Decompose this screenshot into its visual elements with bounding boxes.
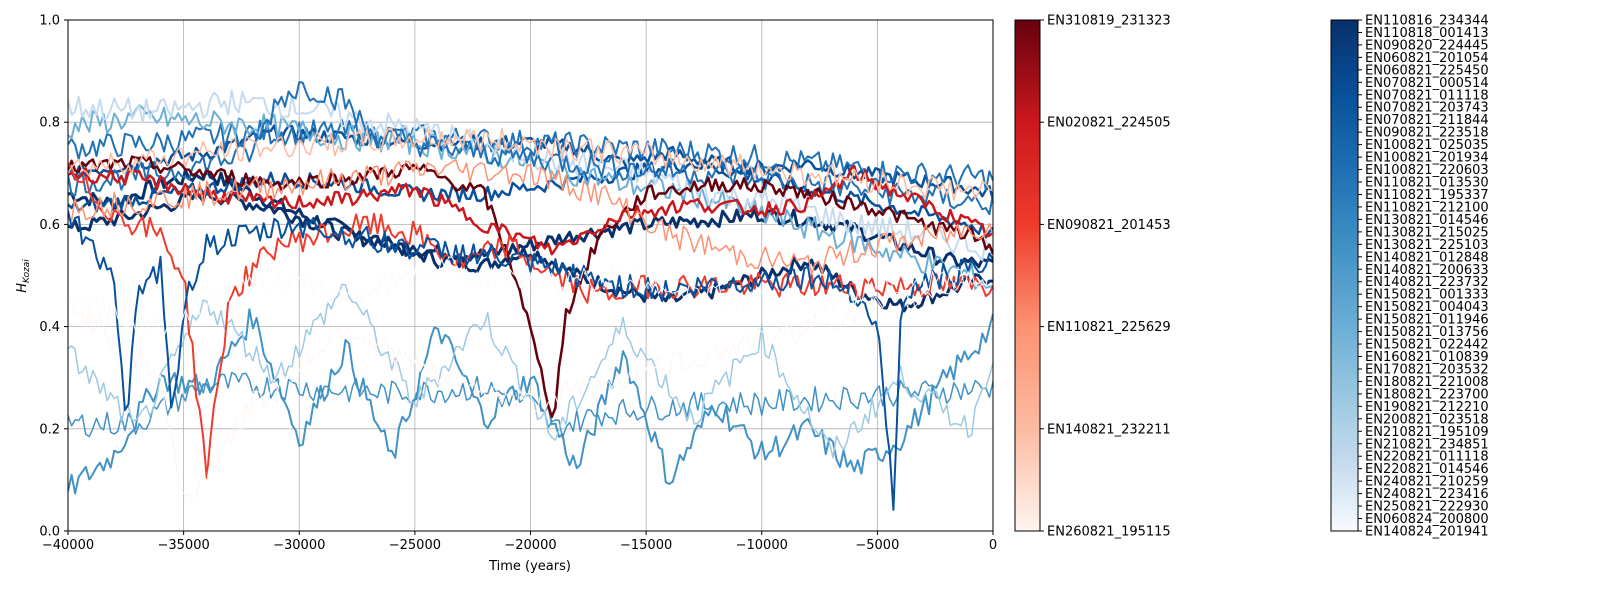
x-tick-label: −10000 [736,538,788,553]
colorbar-tick-label: EN140821_012848 [1365,250,1489,265]
colorbar-tick-label: EN140821_200633 [1365,263,1489,278]
colorbar-tick-label: EN110821_212100 [1365,200,1489,215]
colorbar-reds [1014,19,1041,532]
colorbar-tick-label: EN140821_223732 [1365,275,1489,290]
colorbar-tick-label: EN090820_224445 [1365,38,1489,53]
colorbar-tick-label: EN110816_234344 [1365,14,1489,29]
x-tick-label: −40000 [42,538,94,553]
colorbar-tick-label: EN070821_000514 [1365,76,1489,91]
colorbar-tick-label: EN090821_223518 [1365,126,1489,141]
y-axis: 0.0 0.2 0.4 0.6 0.8 1.0 [39,14,68,540]
y-axis-title: HKozai [15,259,32,293]
colorbar-tick-label: EN190821_212210 [1365,400,1489,415]
colorbar-tick-label: EN150821_013756 [1365,325,1489,340]
colorbar-tick-label: EN210821_195109 [1365,425,1489,440]
colorbar-tick-label: EN210821_234851 [1365,437,1489,452]
series-line-12 [68,164,993,256]
x-tick-label: 0 [989,538,997,553]
x-axis-title: Time (years) [488,559,571,574]
series-line-16 [68,270,993,501]
series-line-13 [68,162,993,480]
x-axis: −40000 −35000 −30000 −25000 −20000 −15000 −100… [42,531,997,553]
series-line-17 [68,210,993,511]
y-axis-title-sub: Kozai [22,259,32,283]
x-tick-label: −15000 [620,538,672,553]
y-tick-label: 1.0 [39,14,60,29]
series-line-7 [68,104,993,290]
colorbar-tick-label: EN150821_004043 [1365,300,1489,315]
colorbar-tick-label: EN070821_203743 [1365,101,1489,116]
x-tick-label: −20000 [504,538,556,553]
colorbar-tick-label: EN240821_223416 [1365,487,1489,502]
grid-lines [68,20,993,531]
colorbar-tick-label: EN110818_001413 [1365,26,1489,41]
y-tick-label: 0.6 [39,218,60,233]
y-axis-title-main: H [15,283,30,293]
x-tick-label: −35000 [158,538,210,553]
colorbar-tick-label: EN150821_022442 [1365,338,1489,353]
colorbar-tick-label: EN250821_222930 [1365,500,1489,515]
colorbar-tick-label: EN110821_225629 [1047,320,1171,335]
colorbar-tick-label: EN070821_211844 [1365,113,1489,128]
series-line-14 [68,159,993,275]
colorbar-tick-label: EN090821_201453 [1047,218,1171,233]
x-tick-label: −30000 [273,538,325,553]
colorbar-tick-label: EN220821_014546 [1365,462,1489,477]
x-tick-label: −25000 [389,538,441,553]
colorbar-blues-ticks: EN110816_234344EN110818_001413EN090820_2… [1358,14,1489,540]
colorbar-tick-label: EN060821_225450 [1365,63,1489,78]
colorbar-tick-label: EN200821_023518 [1365,412,1489,427]
colorbar-tick-label: EN110821_013530 [1365,176,1489,191]
series-line-3 [68,118,993,192]
colorbar-tick-label: EN130821_014546 [1365,213,1489,228]
colorbar-tick-label: EN070821_011118 [1365,88,1489,103]
colorbar-blues [1330,19,1359,532]
y-tick-label: 0.8 [39,116,60,131]
series-line-15 [68,126,993,201]
colorbar-tick-label: EN220821_011118 [1365,450,1489,465]
colorbar-tick-label: EN180821_221008 [1365,375,1489,390]
series-layer [68,81,993,511]
colorbar-tick-label: EN240821_210259 [1365,475,1489,490]
colorbar-tick-label: EN140821_232211 [1047,422,1171,437]
series-line-4 [68,158,993,239]
colorbar-reds-ticks: EN310819_231323 EN020821_224505 EN090821_2… [1040,14,1171,540]
colorbar-tick-label: EN160821_010839 [1365,350,1489,365]
series-line-18 [68,256,993,336]
series-line-10 [68,283,993,459]
colorbar-tick-label: EN140824_201941 [1365,525,1489,540]
colorbar-tick-label: EN100821_025035 [1365,138,1489,153]
colorbar-tick-label: EN150821_011946 [1365,313,1489,328]
colorbar-tick-label: EN020821_224505 [1047,116,1171,131]
colorbar-tick-label: EN100821_220603 [1365,163,1489,178]
colorbar-tick-label: EN100821_201934 [1365,151,1489,166]
colorbar-tick-label: EN060821_201054 [1365,51,1489,66]
colorbar-tick-label: EN310819_231323 [1047,14,1171,29]
colorbar-tick-label: EN130821_225103 [1365,238,1489,253]
y-tick-label: 0.2 [39,422,60,437]
series-line-0 [68,167,993,313]
colorbar-tick-label: EN060824_200800 [1365,512,1489,527]
colorbar-tick-label: EN110821_195337 [1365,188,1489,203]
x-tick-label: −5000 [855,538,899,553]
colorbar-tick-label: EN150821_001333 [1365,288,1489,303]
colorbar-tick-label: EN130821_215025 [1365,225,1489,240]
series-line-9 [68,81,993,216]
colorbar-tick-label: EN180821_223700 [1365,387,1489,402]
series-line-11 [68,155,993,419]
y-tick-label: 0.0 [39,525,60,540]
colorbar-tick-label: EN170821_203532 [1365,362,1489,377]
colorbar-tick-label: EN260821_195115 [1047,525,1171,540]
y-tick-label: 0.4 [39,320,60,335]
